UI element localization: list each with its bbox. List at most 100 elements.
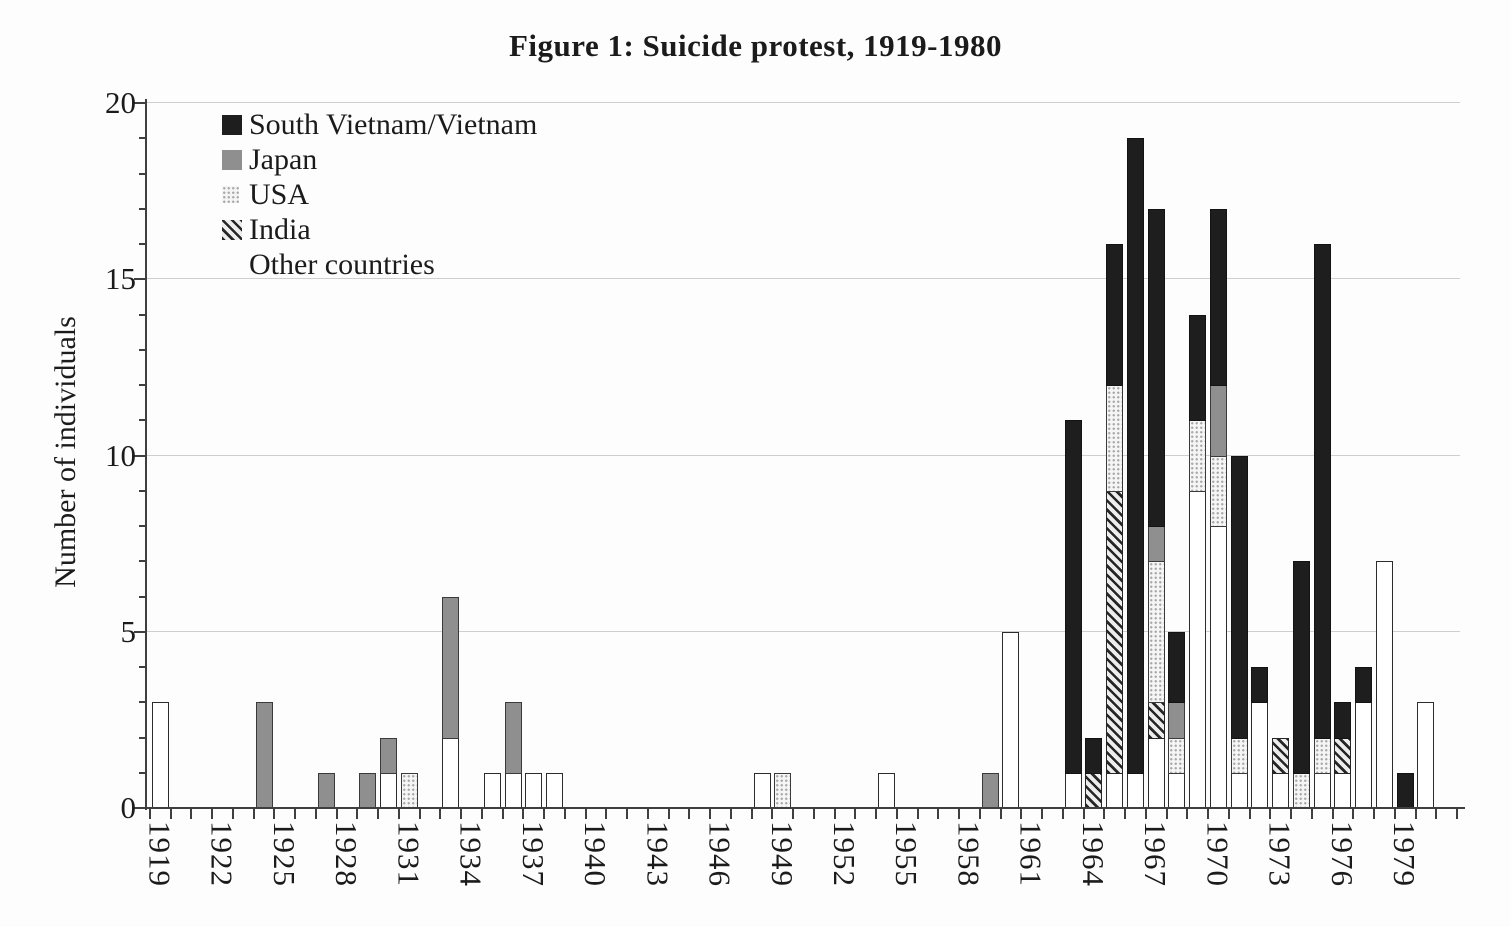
legend-swatch-usa-icon [222,186,239,203]
y-axis-tick-20 [134,102,145,104]
bar-1927-japan [317,772,335,808]
y-axis-line [145,99,147,810]
x-axis-tick-15 [460,809,463,819]
legend-label-japan: Japan [249,142,318,176]
chart-title: Figure 1: Suicide protest, 1919-1980 [508,28,1003,63]
x-axis-label-1979: 1979 [1387,821,1423,887]
y-axis-tick-17 [139,207,145,210]
bar-1968-usa [1168,737,1186,774]
legend-item-india: India [222,212,537,247]
x-axis-tick-62 [1435,809,1438,819]
y-axis-tick-3 [139,701,145,704]
bar-1978-other [1375,561,1393,808]
x-axis-tick-48 [1144,809,1147,819]
x-axis-tick-16 [480,809,483,819]
legend-label-usa: USA [249,177,310,211]
y-axis-tick-14 [139,313,145,316]
bar-1959-japan [981,772,999,808]
x-axis-tick-6 [273,809,276,819]
bar-1969-vietnam [1189,314,1207,422]
x-axis-tick-57 [1331,809,1334,819]
bar-1937-other [525,772,543,808]
y-axis-tick-19 [139,137,145,140]
x-axis-tick-12 [397,809,400,819]
x-axis-tick-0 [149,809,151,819]
x-axis-tick-43 [1041,809,1044,819]
bar-1976-other [1334,772,1352,808]
x-axis-tick-47 [1124,809,1127,819]
bar-1938-other [546,772,564,808]
bar-1965-india [1106,490,1124,774]
bar-1975-other [1313,772,1331,808]
x-axis-tick-5 [252,809,255,819]
x-axis-tick-59 [1373,809,1376,819]
bar-1965-other [1106,772,1124,808]
bar-1969-usa [1189,420,1207,492]
x-axis-tick-50 [1186,809,1189,819]
x-axis-label-1949: 1949 [764,821,800,887]
y-axis-tick-0 [134,807,145,809]
x-axis-label-1964: 1964 [1075,821,1111,887]
y-axis-tick-18 [139,172,145,175]
bar-1972-other [1251,702,1269,808]
bar-1970-other [1209,526,1227,808]
y-axis-tick-10 [134,454,145,457]
y-axis-tick-15 [134,278,145,281]
bar-1935-other [483,772,501,808]
legend-label-vietnam: South Vietnam/Vietnam [249,107,538,141]
x-axis-tick-53 [1248,809,1251,819]
y-axis-label-15: 15 [105,261,136,297]
x-axis-tick-23 [626,809,629,819]
x-axis-tick-54 [1269,809,1272,819]
bar-1966-other [1126,772,1144,808]
bar-1936-japan [504,702,522,774]
x-axis-tick-56 [1310,809,1313,819]
x-axis-tick-45 [1082,809,1085,819]
legend-label-india: India [249,212,311,246]
legend-label-other: Other countries [249,247,435,281]
bar-1933-japan [442,596,460,739]
x-axis-label-1946: 1946 [702,821,738,887]
x-axis-tick-36 [895,809,898,819]
x-axis-label-1967: 1967 [1138,821,1174,887]
gridline-15 [147,278,1460,280]
bar-1975-vietnam [1313,244,1331,739]
bar-1968-other [1168,772,1186,808]
y-axis-tick-13 [139,348,145,351]
bar-1977-other [1355,702,1373,808]
bar-1965-vietnam [1106,244,1124,386]
x-axis-tick-25 [667,809,670,819]
x-axis-tick-27 [709,809,712,819]
x-axis-label-1922: 1922 [204,821,240,887]
x-axis-tick-1 [169,809,172,819]
x-axis-tick-8 [314,809,317,819]
legend-item-vietnam: South Vietnam/Vietnam [222,107,537,142]
y-axis-tick-4 [139,666,145,668]
gridline-5 [147,630,1460,632]
x-axis-tick-55 [1290,809,1293,819]
bar-1970-japan [1209,385,1227,457]
x-axis-label-1970: 1970 [1200,821,1236,887]
x-axis-tick-22 [605,809,608,819]
legend-swatch-japan-icon [222,149,242,170]
x-axis-tick-2 [190,809,193,819]
bar-1967-other [1147,737,1165,808]
x-axis-tick-38 [937,809,940,819]
bar-1977-vietnam [1355,667,1373,704]
x-axis-tick-39 [958,809,961,819]
bar-1967-vietnam [1147,208,1165,527]
y-axis-tick-2 [139,736,145,739]
x-axis-label-1934: 1934 [453,821,489,887]
x-axis-tick-42 [1020,809,1023,819]
gridline-20 [147,102,1460,103]
x-axis-tick-61 [1414,809,1417,819]
x-axis-tick-33 [833,809,836,819]
x-axis-label-1952: 1952 [826,821,862,887]
x-axis-tick-30 [771,809,774,819]
x-axis-tick-35 [875,809,878,819]
bar-1976-vietnam [1334,702,1352,739]
x-axis-label-1955: 1955 [889,821,925,887]
x-axis-label-1976: 1976 [1324,821,1360,887]
x-axis-label-1919: 1919 [142,821,178,887]
